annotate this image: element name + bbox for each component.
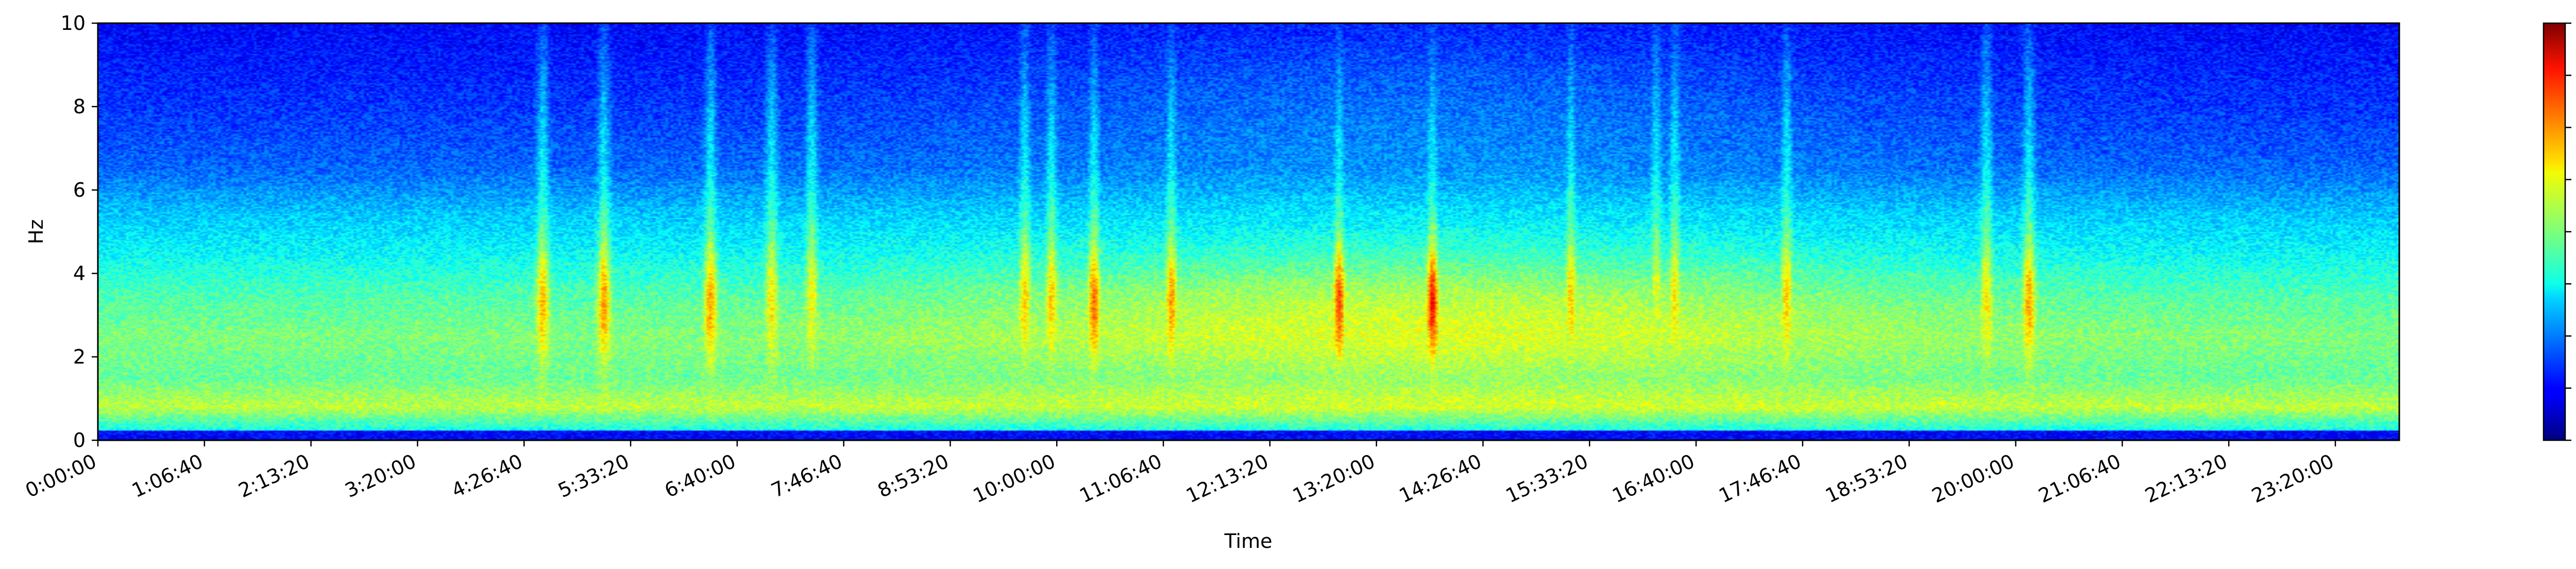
x-tick-label: 4:26:40 — [448, 450, 526, 502]
x-tick-label: 14:26:40 — [1396, 450, 1485, 507]
x-tick-label: 3:20:00 — [342, 450, 419, 502]
x-tick-label: 15:33:20 — [1502, 450, 1591, 507]
x-tick-label: 6:40:00 — [661, 450, 739, 502]
x-tick-label: 0:00:00 — [22, 450, 99, 502]
x-tick-label: 18:53:20 — [1822, 450, 1911, 507]
x-tick-label: 11:06:40 — [1076, 450, 1165, 507]
x-tick-label: 12:13:20 — [1182, 450, 1272, 507]
x-axis-label: Time — [1224, 530, 1273, 553]
x-tick-label: 23:20:00 — [2248, 450, 2337, 507]
x-tick-label: 10:00:00 — [970, 450, 1059, 507]
x-tick-label: 16:40:00 — [1609, 450, 1698, 507]
spectrogram-plot: 0:00:00 1:06:40 2:13:20 3:20:00 4:26:40 5:33:… — [22, 12, 2400, 553]
x-tick-label: 20:00:00 — [1928, 450, 2018, 507]
x-tick-label: 13:20:00 — [1289, 450, 1378, 507]
y-tick-label: 2 — [73, 346, 86, 368]
y-tick-label: 10 — [61, 12, 86, 35]
y-axis-label: Hz — [25, 219, 47, 245]
colorbar-gradient — [2543, 22, 2566, 441]
y-tick-label: 4 — [73, 262, 86, 285]
x-tick-label: 5:33:20 — [554, 450, 632, 502]
x-tick-label: 17:46:40 — [1715, 450, 1804, 507]
x-axis-ticks: 0:00:00 1:06:40 2:13:20 3:20:00 4:26:40 5:33:… — [22, 440, 2337, 507]
x-tick-label: 21:06:40 — [2035, 450, 2124, 507]
spectrogram-heatmap — [98, 23, 2399, 440]
x-tick-label: 2:13:20 — [235, 450, 313, 502]
y-tick-label: 8 — [73, 95, 86, 118]
plot-frame — [97, 22, 2400, 441]
x-tick-label: 22:13:20 — [2142, 450, 2231, 507]
y-axis-ticks: 0 2 4 6 8 10 — [61, 12, 98, 452]
colorbar: +0 dB-10 dB-20 dB-30 dB-40 dB-50 dB-60 d… — [2543, 22, 2571, 441]
y-tick-label: 0 — [73, 429, 86, 452]
x-tick-label: 7:46:40 — [768, 450, 845, 502]
x-tick-label: 8:53:20 — [874, 450, 952, 502]
x-tick-label: 1:06:40 — [128, 450, 206, 502]
colorbar-ticks: +0 dB-10 dB-20 dB-30 dB-40 dB-50 dB-60 d… — [2565, 22, 2571, 441]
y-tick-label: 6 — [73, 179, 86, 201]
